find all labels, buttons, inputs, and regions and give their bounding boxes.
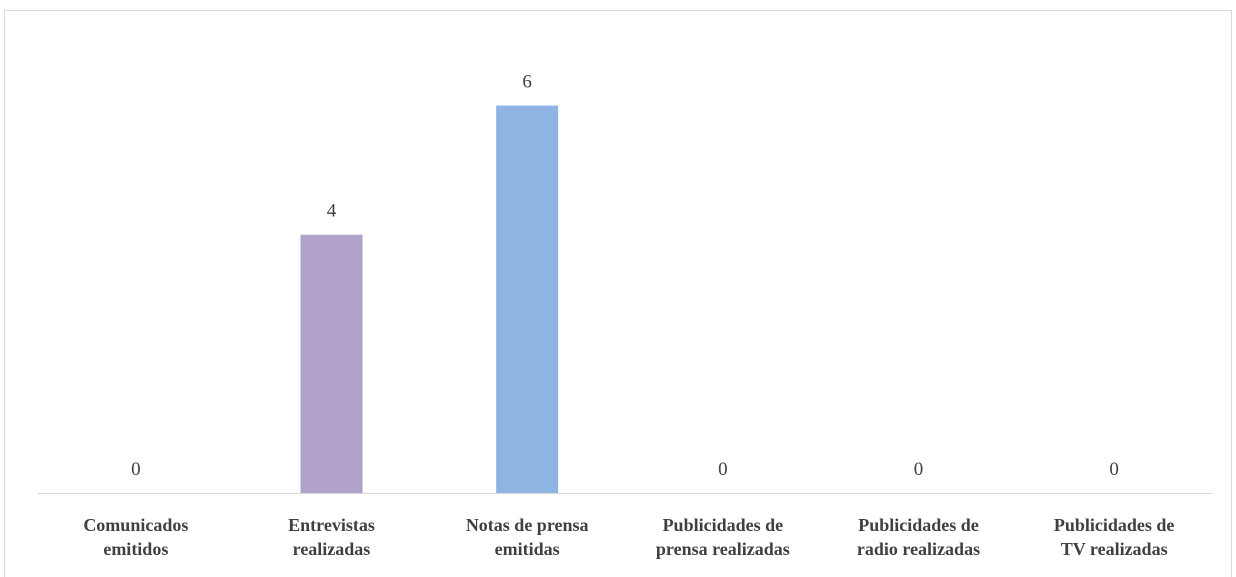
- value-label: 0: [914, 459, 924, 480]
- chart-frame: [4, 10, 1232, 577]
- x-tick-label: emitidos: [103, 539, 168, 559]
- x-tick-label: realizadas: [293, 539, 371, 559]
- bar: [496, 105, 559, 494]
- x-tick-label: radio realizadas: [857, 539, 980, 559]
- x-tick-label: Entrevistas: [288, 515, 375, 535]
- value-label: 0: [131, 459, 141, 480]
- x-tick-label: emitidas: [495, 539, 560, 559]
- x-tick-label: Publicidades de: [1054, 515, 1175, 535]
- value-label: 4: [327, 201, 337, 222]
- x-tick-label: Notas de prensa: [466, 515, 589, 535]
- bar: [300, 234, 363, 493]
- x-tick-label: Publicidades de: [663, 515, 784, 535]
- value-label: 0: [1109, 459, 1119, 480]
- x-tick-label: TV realizadas: [1061, 539, 1168, 559]
- x-tick-label: Comunicados: [83, 515, 188, 535]
- value-label: 0: [718, 459, 728, 480]
- x-tick-label: Publicidades de: [858, 515, 979, 535]
- x-tick-label: prensa realizadas: [656, 539, 790, 559]
- value-label: 6: [522, 72, 532, 93]
